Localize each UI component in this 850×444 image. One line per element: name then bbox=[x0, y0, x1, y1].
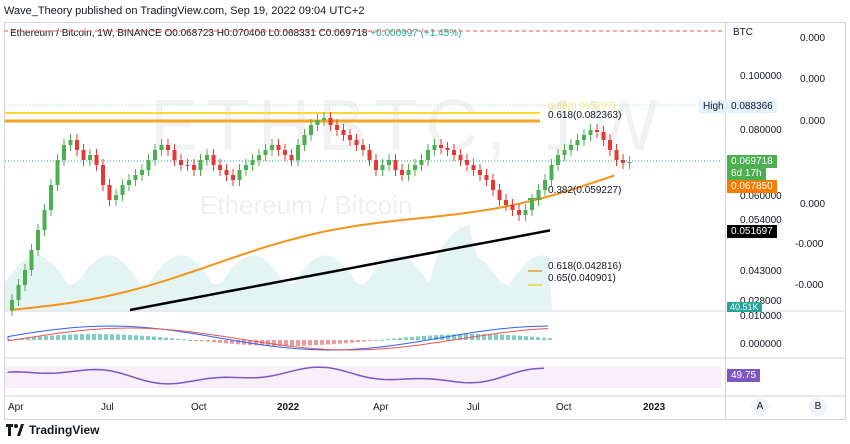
fib-label-065-low: 0.65(0.040901) bbox=[548, 273, 616, 284]
time-label: Oct bbox=[556, 402, 572, 413]
ohlc-close: C0.069718 bbox=[318, 28, 368, 39]
time-label: Jul bbox=[467, 402, 480, 413]
high-label: High bbox=[699, 100, 728, 113]
price-tick: 0.000 bbox=[800, 33, 826, 44]
macd-tick: 0.010000 bbox=[740, 311, 782, 322]
ohlc-change: +0.000997 (+1.45%) bbox=[370, 28, 462, 39]
time-label: Jul bbox=[101, 402, 114, 413]
name-watermark: Ethereum / Bitcoin bbox=[200, 190, 413, 220]
tradingview-logo-icon bbox=[6, 424, 24, 436]
fib-label-065-top: 0.65(0.085797) bbox=[548, 101, 616, 112]
price-tick: 0.000 bbox=[800, 199, 826, 210]
time-label: Apr bbox=[373, 402, 389, 413]
ticker-watermark: ETHBTC, 1W bbox=[150, 86, 667, 166]
bar-countdown: 6d 17h bbox=[727, 167, 766, 180]
price-tick: 0.060000 bbox=[740, 191, 782, 202]
rsi-value-tag: 49.75 bbox=[727, 369, 761, 382]
brand-name: TradingView bbox=[29, 423, 100, 437]
auto-scale-button[interactable]: A bbox=[751, 398, 769, 416]
price-tick: 0.080000 bbox=[740, 125, 782, 136]
volume-tag: 40.51K bbox=[727, 302, 762, 312]
time-label: Apr bbox=[8, 402, 24, 413]
chart-pane[interactable] bbox=[4, 22, 726, 420]
fib-label-0618-top: 0.618(0.082363) bbox=[548, 110, 622, 121]
currency-label: BTC bbox=[733, 27, 753, 38]
publish-header: Wave_Theory published on TradingView.com… bbox=[4, 5, 365, 17]
price-tick: 0.028000 bbox=[740, 296, 782, 307]
symbol-legend: Ethereum / Bitcoin, 1W, BINANCE O0.06872… bbox=[10, 28, 461, 39]
fib-label-0618-low: 0.618(0.042816) bbox=[548, 261, 622, 272]
price-tick: 0.043000 bbox=[740, 266, 782, 277]
time-label: Oct bbox=[191, 402, 207, 413]
price-tick: 0.000 bbox=[800, 74, 826, 85]
price-tick: -0.000 bbox=[795, 239, 824, 250]
ema50-tag: 0.067850 bbox=[727, 180, 777, 193]
time-label: 2022 bbox=[277, 402, 300, 413]
symbol-title[interactable]: Ethereum / Bitcoin, 1W, BINANCE bbox=[10, 28, 162, 39]
price-scale-pane[interactable] bbox=[726, 22, 846, 420]
ohlc-open: O0.068723 bbox=[164, 28, 215, 39]
footer-brand[interactable]: TradingView bbox=[6, 423, 99, 437]
time-label: 2023 bbox=[643, 402, 666, 413]
last-price-tag: 0.069718 bbox=[727, 155, 777, 168]
price-tick: 0.054000 bbox=[740, 215, 782, 226]
ohlc-high: H0.070406 bbox=[216, 28, 266, 39]
price-tick: 0.000 bbox=[800, 116, 826, 127]
log-scale-button[interactable]: B bbox=[809, 398, 827, 416]
price-tick: -0.000 bbox=[795, 280, 824, 291]
price-tick: 0.100000 bbox=[740, 71, 782, 82]
ohlc-low: L0.068331 bbox=[268, 28, 316, 39]
high-value: 0.088366 bbox=[727, 100, 777, 113]
macd-tick: 0.000000 bbox=[740, 339, 782, 350]
fib-label-0382: 0.382(0.059227) bbox=[548, 185, 622, 196]
ema200-tag: 0.051697 bbox=[727, 225, 777, 238]
